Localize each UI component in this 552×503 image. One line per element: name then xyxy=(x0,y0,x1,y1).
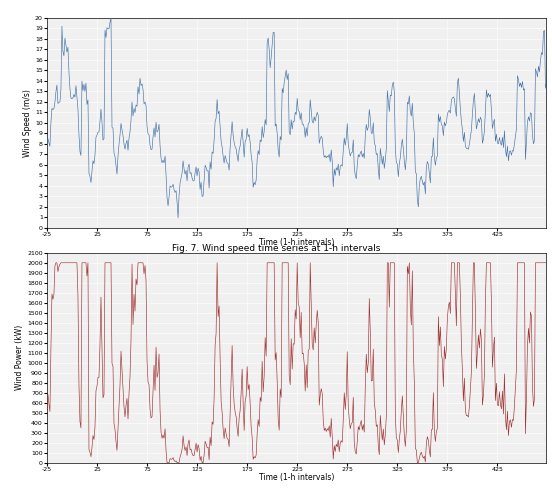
Text: Fig. 7. Wind speed time series at 1-h intervals: Fig. 7. Wind speed time series at 1-h in… xyxy=(172,244,380,254)
X-axis label: Time (1-h intervals): Time (1-h intervals) xyxy=(259,473,335,482)
Y-axis label: Wind Speed (m/s): Wind Speed (m/s) xyxy=(23,89,32,156)
X-axis label: Time (1-h intervals): Time (1-h intervals) xyxy=(259,238,335,247)
Y-axis label: Wind Power (kW): Wind Power (kW) xyxy=(15,325,24,390)
